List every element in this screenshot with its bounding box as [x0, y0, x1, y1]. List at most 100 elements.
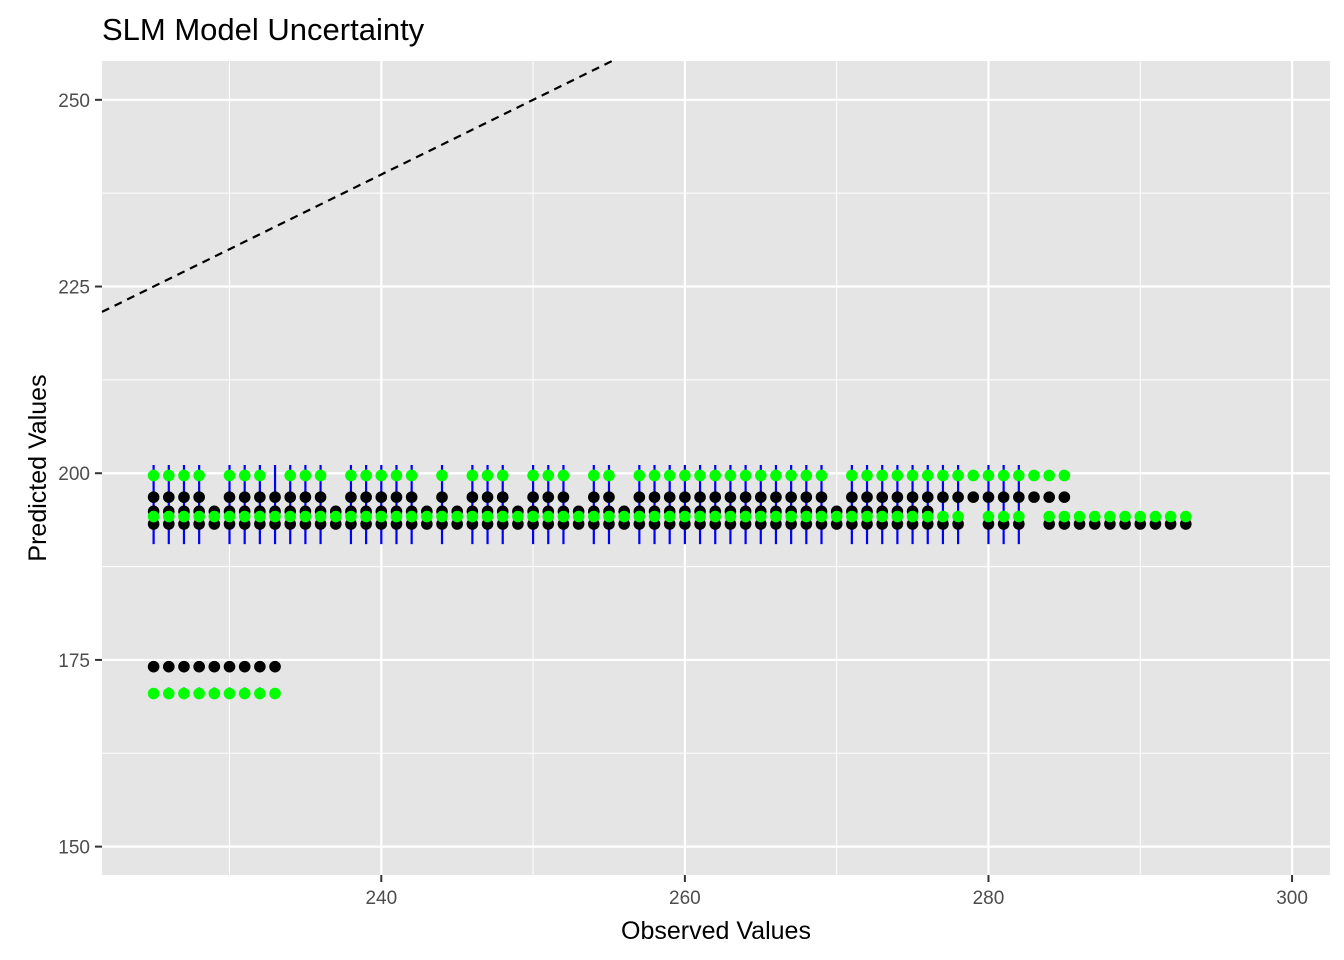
predicted-point — [1028, 491, 1040, 503]
predicted-point — [952, 491, 964, 503]
predicted-point — [269, 491, 281, 503]
bound-point — [861, 510, 873, 523]
bound-point — [238, 687, 251, 700]
predicted-point — [481, 491, 494, 503]
bound-point — [329, 510, 342, 523]
predicted-point — [345, 491, 357, 503]
predicted-point — [193, 660, 205, 673]
bound-point — [1058, 469, 1071, 482]
bound-point — [1013, 469, 1025, 482]
bound-point — [238, 469, 251, 482]
bound-point — [314, 510, 327, 523]
bound-point — [178, 510, 190, 523]
bound-point — [1028, 469, 1040, 482]
predicted-point — [982, 491, 995, 503]
predicted-point — [967, 491, 980, 503]
predicted-point — [238, 491, 251, 503]
bound-point — [254, 687, 266, 700]
bound-point — [269, 510, 281, 523]
bound-point — [1149, 510, 1162, 523]
predicted-point — [269, 660, 281, 673]
bound-point — [375, 469, 388, 482]
bound-point — [1179, 510, 1192, 523]
bound-point — [405, 469, 418, 482]
bound-point — [1104, 510, 1116, 523]
bound-point — [147, 469, 160, 482]
bound-point — [527, 469, 539, 482]
predicted-point — [815, 491, 828, 503]
predicted-point — [542, 491, 555, 503]
bound-point — [254, 510, 266, 523]
bound-point — [588, 510, 600, 523]
predicted-point — [314, 491, 327, 503]
predicted-point — [770, 491, 782, 503]
predicted-point — [633, 491, 646, 503]
bound-point — [299, 469, 312, 482]
bound-point — [496, 469, 509, 482]
y-tick-label: 150 — [58, 838, 90, 859]
bound-point — [679, 510, 691, 523]
bound-point — [1058, 510, 1071, 523]
predicted-point — [861, 491, 873, 503]
predicted-point — [223, 491, 236, 503]
bound-point — [891, 510, 904, 523]
bound-point — [800, 510, 813, 523]
predicted-point — [724, 491, 737, 503]
bound-point — [405, 510, 418, 523]
predicted-point — [436, 491, 448, 503]
y-tick-label: 200 — [58, 464, 90, 485]
predicted-point — [694, 491, 706, 503]
bound-point — [269, 687, 281, 700]
bound-point — [481, 510, 494, 523]
y-tick-label: 175 — [58, 651, 90, 672]
bound-point — [390, 510, 403, 523]
bound-point — [603, 510, 615, 523]
bound-point — [147, 510, 160, 523]
x-tick-label: 260 — [669, 888, 701, 909]
bound-point — [906, 469, 919, 482]
bound-point — [618, 510, 630, 523]
bound-point — [861, 469, 873, 482]
predicted-point — [557, 491, 570, 503]
bound-point — [739, 510, 752, 523]
bound-point — [648, 510, 661, 523]
bound-point — [633, 510, 646, 523]
identity-line — [101, 60, 613, 313]
predicted-point — [375, 491, 388, 503]
predicted-point — [1058, 491, 1071, 503]
bound-point — [481, 469, 494, 482]
bound-point — [815, 510, 828, 523]
predicted-point — [405, 491, 418, 503]
bound-point — [572, 510, 585, 523]
bound-point — [178, 469, 190, 482]
bound-point — [345, 510, 357, 523]
bound-point — [238, 510, 251, 523]
predicted-point — [906, 491, 919, 503]
predicted-point — [1013, 491, 1025, 503]
bound-point — [770, 469, 782, 482]
bound-point — [390, 469, 403, 482]
bound-point — [178, 687, 190, 700]
bound-point — [846, 469, 858, 482]
predicted-point — [254, 491, 266, 503]
predicted-point — [284, 491, 297, 503]
y-tick-label: 250 — [58, 91, 90, 112]
bound-point — [451, 510, 463, 523]
predicted-point — [785, 491, 797, 503]
bound-point — [739, 469, 752, 482]
bound-point — [724, 510, 737, 523]
bound-point — [709, 510, 722, 523]
bound-point — [496, 510, 509, 523]
predicted-point — [496, 491, 509, 503]
bound-point — [557, 469, 570, 482]
bound-point — [512, 510, 524, 523]
predicted-point — [997, 491, 1010, 503]
predicted-point — [921, 491, 934, 503]
bound-point — [436, 469, 448, 482]
bound-point — [436, 510, 448, 523]
bound-point — [588, 469, 600, 482]
predicted-point — [588, 491, 600, 503]
bound-point — [360, 469, 372, 482]
bound-point — [223, 510, 236, 523]
